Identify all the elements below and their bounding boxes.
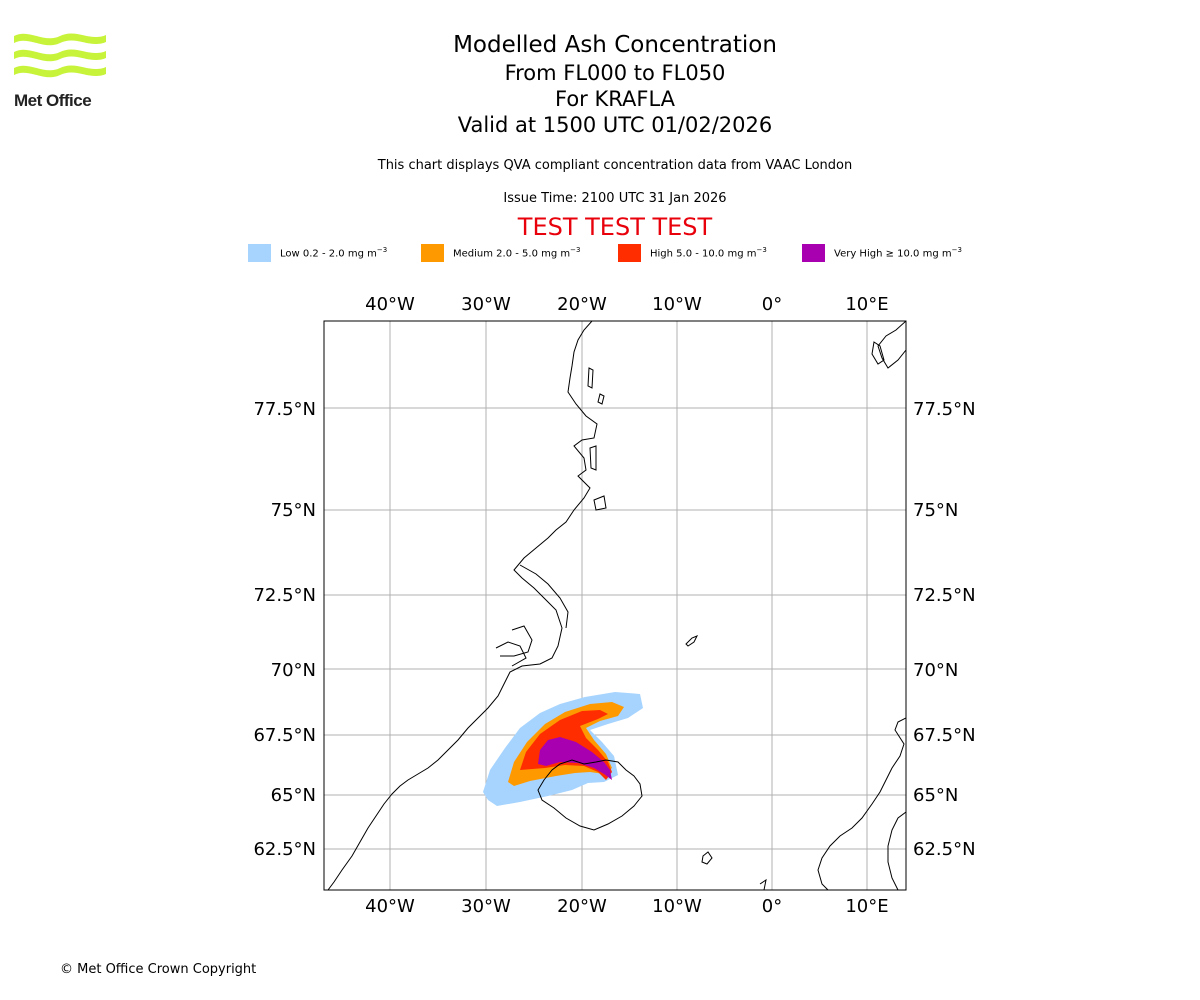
lat-label-65n-right: 65°N <box>913 785 958 806</box>
lat-label-62-5n-left: 62.5°N <box>253 839 316 860</box>
lon-labels-bottom: 40°W 30°W 20°W 10°W 0° 10°E <box>365 896 888 917</box>
coast-faroe <box>701 851 713 865</box>
lat-label-77-5n-left: 77.5°N <box>253 399 316 420</box>
lon-label-10e-top: 10°E <box>845 294 888 315</box>
lat-label-67-5n-right: 67.5°N <box>913 725 976 746</box>
coast-svalbard <box>871 321 906 369</box>
lon-label-30w-bottom: 30°W <box>461 896 511 917</box>
coast-greenland-east <box>327 321 598 890</box>
coast-island-greenland-3 <box>589 445 597 471</box>
legend-item-very-high: Very High ≥ 10.0 mg m−3 <box>802 244 962 262</box>
coast-fjord-1 <box>519 564 569 629</box>
lat-label-77-5n-right: 77.5°N <box>913 399 976 420</box>
lat-label-72-5n-right: 72.5°N <box>913 585 976 606</box>
legend-label-high: High 5.0 - 10.0 mg m <box>650 248 757 260</box>
legend-item-medium: Medium 2.0 - 5.0 mg m−3 <box>421 244 580 262</box>
legend-swatch-low <box>248 244 271 262</box>
lon-label-10w-bottom: 10°W <box>652 896 702 917</box>
legend-item-low: Low 0.2 - 2.0 mg m−3 <box>248 244 387 262</box>
lat-label-72-5n-left: 72.5°N <box>253 585 316 606</box>
lat-label-75n-right: 75°N <box>913 500 958 521</box>
lat-label-65n-left: 65°N <box>271 785 316 806</box>
lat-labels-left: 77.5°N 75°N 72.5°N 70°N 67.5°N 65°N 62.5… <box>253 399 316 860</box>
legend-label-medium: Medium 2.0 - 5.0 mg m <box>453 248 571 260</box>
copyright: © Met Office Crown Copyright <box>60 962 257 977</box>
valid-time: Valid at 1500 UTC 01/02/2026 <box>457 113 773 137</box>
legend-exponent-high: −3 <box>756 246 767 255</box>
lon-label-40w-top: 40°W <box>365 294 415 315</box>
legend-exponent-very-high: −3 <box>951 246 962 255</box>
chart-description: This chart displays QVA compliant concen… <box>377 158 853 173</box>
lon-label-30w-top: 30°W <box>461 294 511 315</box>
legend-exponent-low: −3 <box>376 246 388 255</box>
lat-label-75n-left: 75°N <box>271 500 316 521</box>
volcano-name: For KRAFLA <box>555 87 675 111</box>
lon-label-0-top: 0° <box>762 294 782 315</box>
lon-label-10e-bottom: 10°E <box>845 896 888 917</box>
legend-label-very-high: Very High ≥ 10.0 mg m <box>834 248 952 260</box>
lon-labels-top: 40°W 30°W 20°W 10°W 0° 10°E <box>365 294 888 315</box>
legend-swatch-very-high <box>802 244 825 262</box>
coastlines <box>327 321 906 890</box>
lat-label-70n-left: 70°N <box>271 660 316 681</box>
lat-label-67-5n-left: 67.5°N <box>253 725 316 746</box>
lon-label-40w-bottom: 40°W <box>365 896 415 917</box>
legend-swatch-high <box>618 244 641 262</box>
coast-shetland <box>759 878 767 890</box>
lon-label-20w-top: 20°W <box>557 294 607 315</box>
coast-jan-mayen <box>685 635 699 647</box>
legend-item-high: High 5.0 - 10.0 mg m−3 <box>618 244 767 262</box>
met-office-logo: Met Office <box>14 30 106 112</box>
map-frame <box>323 320 907 891</box>
chart-titles: Modelled Ash Concentration From FL000 to… <box>0 30 1200 138</box>
coast-iceland <box>537 759 643 831</box>
flight-levels: From FL000 to FL050 <box>504 61 726 85</box>
met-office-wave-icon <box>14 33 106 78</box>
graticule <box>324 321 906 890</box>
logo-text: Met Office <box>14 91 92 110</box>
coast-island-greenland-1 <box>587 367 594 389</box>
legend-swatch-medium <box>421 244 444 262</box>
coast-island-greenland-2 <box>597 393 605 405</box>
lat-label-70n-right: 70°N <box>913 660 958 681</box>
lon-label-20w-bottom: 20°W <box>557 896 607 917</box>
lat-label-62-5n-right: 62.5°N <box>913 839 976 860</box>
coast-norway <box>817 717 906 890</box>
lon-label-0-bottom: 0° <box>762 896 782 917</box>
legend: Low 0.2 - 2.0 mg m−3 Medium 2.0 - 5.0 mg… <box>0 244 1200 264</box>
chart-title: Modelled Ash Concentration <box>453 32 777 58</box>
lon-label-10w-top: 10°W <box>652 294 702 315</box>
map-content <box>324 321 906 890</box>
coast-fjord-3 <box>495 641 527 667</box>
legend-label-low: Low 0.2 - 2.0 mg m <box>280 248 377 260</box>
legend-exponent-medium: −3 <box>570 246 581 255</box>
coast-island-greenland-4 <box>593 495 607 511</box>
lat-labels-right: 77.5°N 75°N 72.5°N 70°N 67.5°N 65°N 62.5… <box>913 399 976 860</box>
ash-very-high-area <box>538 737 612 780</box>
issue-time: Issue Time: 2100 UTC 31 Jan 2026 <box>503 191 727 206</box>
test-banner: TEST TEST TEST <box>517 213 713 241</box>
coast-fjord-2 <box>500 625 533 657</box>
